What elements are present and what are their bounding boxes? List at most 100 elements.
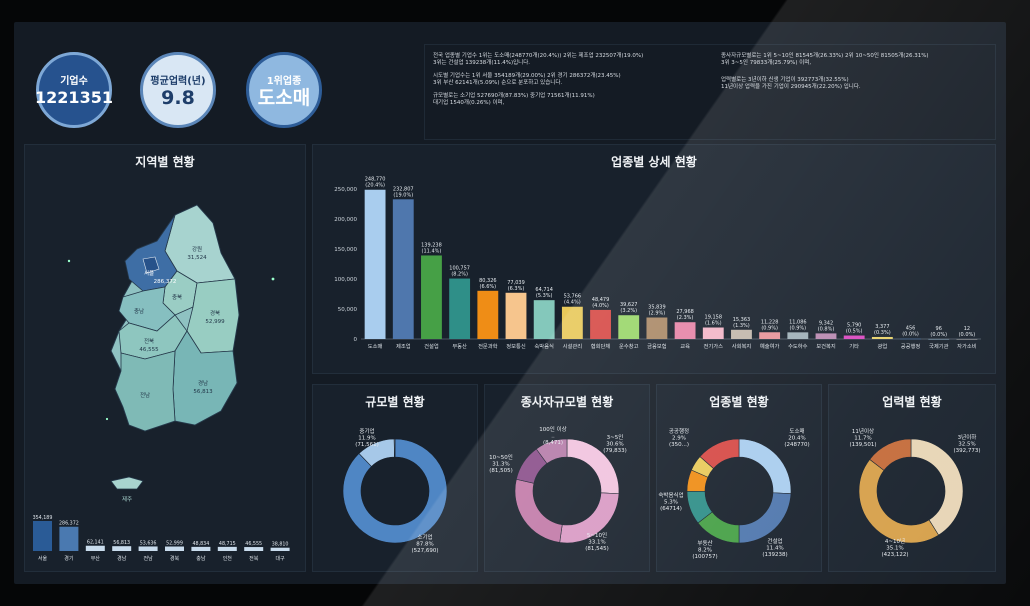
donut-label: 10~50인	[489, 454, 513, 461]
donut-title: 규모별 현황	[365, 395, 425, 409]
map-label-seoul: 서울	[144, 269, 154, 277]
donut-label: (71,561)	[355, 442, 379, 448]
region-bar-value: 48,834	[193, 541, 210, 547]
kpi-top-industry: 1위업종 도소매	[246, 52, 322, 128]
donut-slice	[342, 438, 448, 544]
region-bar-value: 53,636	[140, 540, 157, 546]
donut-label: 11.4%	[766, 546, 783, 552]
donut-title: 업력별 현황	[882, 395, 942, 409]
bar-value-label: 3,377	[875, 324, 889, 330]
donut-slice	[514, 478, 563, 543]
industry-bar	[364, 189, 386, 339]
summary-right: 종사자규모별로는 1위 5~10인 81545개(26.33%) 2위 10~5…	[721, 53, 929, 97]
kpi-company-count: 기업수 1221351	[35, 52, 113, 128]
category-label: 교육	[680, 343, 690, 350]
category-label: 운수창고	[619, 342, 639, 350]
bar-pct-label: (3.2%)	[620, 308, 637, 314]
map-label-jeonbuk: 전북	[144, 337, 154, 345]
donut-slice	[699, 438, 740, 469]
summary-line: 규모별로는 소기업 527690개(87.83%) 중기업 71561개(11.…	[433, 93, 595, 106]
donut-label: 100인 이상	[539, 425, 566, 433]
bar-pct-label: (0.0%)	[930, 332, 947, 338]
donut-label: (8,471)	[543, 440, 563, 446]
region-bar-category: 충남	[196, 555, 206, 562]
category-label: 제조업	[396, 342, 411, 350]
map-label-gyeongnam: 경남	[198, 379, 208, 387]
region-bar	[244, 547, 264, 551]
category-label: 협회단체	[591, 342, 611, 350]
bar-value-label: 11,228	[761, 319, 779, 325]
donut-label: 3~5인	[607, 434, 624, 441]
industry-bar	[646, 317, 668, 339]
industry-bar-chart: 0 50,000 100,000 150,000 200,000 250,000 248,7…	[334, 177, 981, 350]
category-label: 공공행정	[901, 343, 921, 350]
donut-label: 5.3%	[664, 500, 678, 506]
donut-label: (100757)	[692, 554, 717, 560]
donut-slice	[738, 492, 792, 544]
category-label: 전문과학	[478, 342, 498, 350]
bar-pct-label: (5.3%)	[536, 293, 553, 299]
bar-value-label: 19,158	[705, 315, 723, 321]
bar-value-label: 232,807	[393, 186, 414, 192]
region-bar	[112, 546, 132, 551]
map-island	[105, 417, 109, 421]
region-bar-value: 286,372	[59, 521, 79, 527]
bar-pct-label: (6.6%)	[480, 284, 497, 290]
map-label-jeonnam: 전남	[140, 391, 150, 399]
donut-slice	[535, 438, 568, 464]
donut-slice	[393, 438, 396, 458]
donut-label: 8.2%	[698, 548, 712, 554]
donut-label: (79,833)	[603, 448, 627, 454]
bar-value-label: 39,627	[620, 302, 638, 308]
map-value-jeonbuk: 46,555	[139, 347, 159, 353]
bar-value-label: 64,714	[535, 287, 553, 293]
region-bar	[85, 545, 105, 551]
bar-value-label: 11,086	[789, 319, 807, 325]
bar-pct-label: (4.0%)	[592, 303, 609, 309]
map-label-chungbuk: 충북	[172, 293, 182, 301]
industry-bar	[618, 315, 640, 339]
donut-label: (392,773)	[953, 448, 980, 454]
region-bar	[217, 546, 237, 551]
donut-label: 4~10년	[885, 537, 905, 545]
donut-label: 11.7%	[854, 436, 871, 442]
kpi-label: 평균업력(년)	[150, 75, 206, 87]
donut-label: (350...)	[669, 442, 689, 448]
bar-value-label: 15,363	[733, 317, 751, 323]
kpi-label: 1위업종	[266, 75, 302, 87]
donut-slice	[858, 458, 939, 544]
donut-label: 11.9%	[358, 436, 375, 442]
region-bar	[165, 546, 184, 551]
region-bar	[138, 546, 158, 551]
donut-panel-age: 업력별 현황 11년이상 11.7% (139,501) 3년이하 32.5% (392,…	[828, 384, 996, 572]
category-label: 광업	[877, 342, 887, 350]
dashboard: 기업수 1221351 평균업력(년) 9.8 1위업종 도소매 전국 업종별 …	[14, 22, 1006, 584]
summary-left: 전국 업종별 기업수 1위는 도소매(248770개(20.4%)) 2위는 제…	[433, 53, 643, 113]
bar-value-label: 12	[964, 326, 970, 332]
kpi-avg-age: 평균업력(년) 9.8	[140, 52, 216, 128]
donut-label: (139,501)	[849, 442, 876, 448]
region-bar-category: 전남	[143, 555, 153, 562]
bar-pct-label: (20.4%)	[365, 183, 385, 189]
donut-title: 종사자규모별 현황	[520, 395, 614, 409]
map-label-gyeongbuk: 경북	[210, 310, 220, 317]
region-bar-category: 경남	[117, 555, 127, 562]
region-bar-category: 경기	[64, 555, 73, 562]
industry-bar	[421, 255, 442, 339]
bar-pct-label: (4.4%)	[564, 300, 581, 306]
industry-bar	[561, 306, 583, 339]
donut-panel-industry: 업종별 현황 공공행정 2.9% (350...) 도소매 20.4% (248770) 숙…	[656, 384, 822, 572]
region-bar-value: 354,189	[33, 515, 53, 521]
donut-slice	[869, 438, 912, 471]
category-label: 수도하수	[788, 342, 808, 350]
region-bar-category: 대구	[275, 555, 285, 562]
category-label: 예술여가	[760, 342, 780, 350]
region-bar-category: 인천	[223, 555, 233, 562]
donut-label: 3년이하	[958, 433, 977, 441]
category-label: 시설관리	[563, 342, 583, 350]
region-panel: 지역별 현황 서울 286,372 강원 31,524 충북 경북 52,999…	[24, 144, 306, 572]
donut-label: 31.3%	[492, 462, 509, 468]
y-tick-label: 50,000	[338, 307, 358, 313]
donut-label: 공공행정	[669, 427, 689, 435]
